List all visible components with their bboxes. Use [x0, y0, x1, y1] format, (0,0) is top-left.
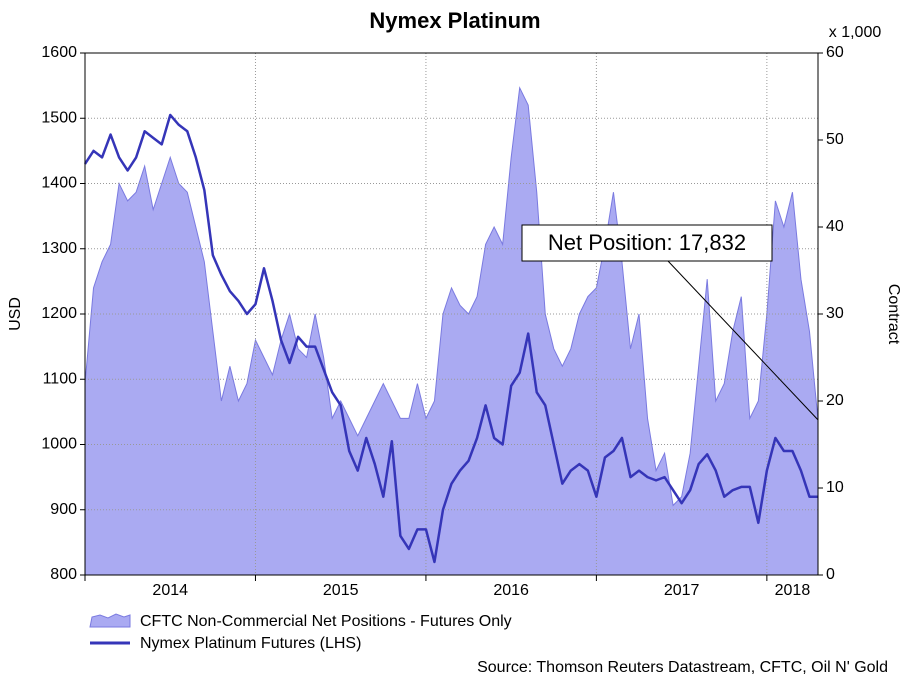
area-series [84, 86, 819, 576]
x-tick-label: 2016 [493, 582, 529, 599]
x-tick-label: 2015 [323, 582, 359, 599]
legend-label: CFTC Non-Commercial Net Positions - Futu… [140, 613, 512, 630]
x-tick-label: 2014 [152, 582, 188, 599]
annotation-box [521, 224, 773, 262]
y2-tick-label: 40 [826, 218, 844, 235]
plot-frame [84, 52, 819, 576]
y2-tick-label: 60 [826, 44, 844, 61]
y2-tick-label: 50 [826, 131, 844, 148]
x-tick-label: 2018 [775, 582, 811, 599]
y-tick-label: 900 [50, 501, 77, 518]
y2-axis-label: Contract [885, 284, 902, 345]
y-tick-label: 1200 [41, 305, 77, 322]
y-tick-label: 1000 [41, 436, 77, 453]
y2-tick-label: 20 [826, 392, 844, 409]
annotation-leader [667, 260, 819, 421]
y-axis-label: USD [7, 297, 24, 331]
y-tick-label: 1600 [41, 44, 77, 61]
y-tick-label: 1500 [41, 109, 77, 126]
y2-tick-label: 0 [826, 566, 835, 583]
y-tick-label: 1400 [41, 175, 77, 192]
legend-swatch [89, 613, 131, 628]
y2-tick-label: 30 [826, 305, 844, 322]
y-tick-label: 800 [50, 566, 77, 583]
line-series [83, 113, 818, 564]
y2-unit-label: x 1,000 [829, 24, 882, 41]
x-tick-label: 2017 [664, 582, 700, 599]
annotation-text: Net Position: 17,832 [548, 230, 746, 255]
y2-tick-label: 10 [826, 479, 844, 496]
source-note: Source: Thomson Reuters Datastream, CFTC… [477, 659, 888, 676]
legend-label: Nymex Platinum Futures (LHS) [140, 635, 361, 652]
chart-title: Nymex Platinum [369, 8, 540, 33]
y-tick-label: 1100 [43, 370, 78, 387]
y-tick-label: 1300 [41, 240, 77, 257]
